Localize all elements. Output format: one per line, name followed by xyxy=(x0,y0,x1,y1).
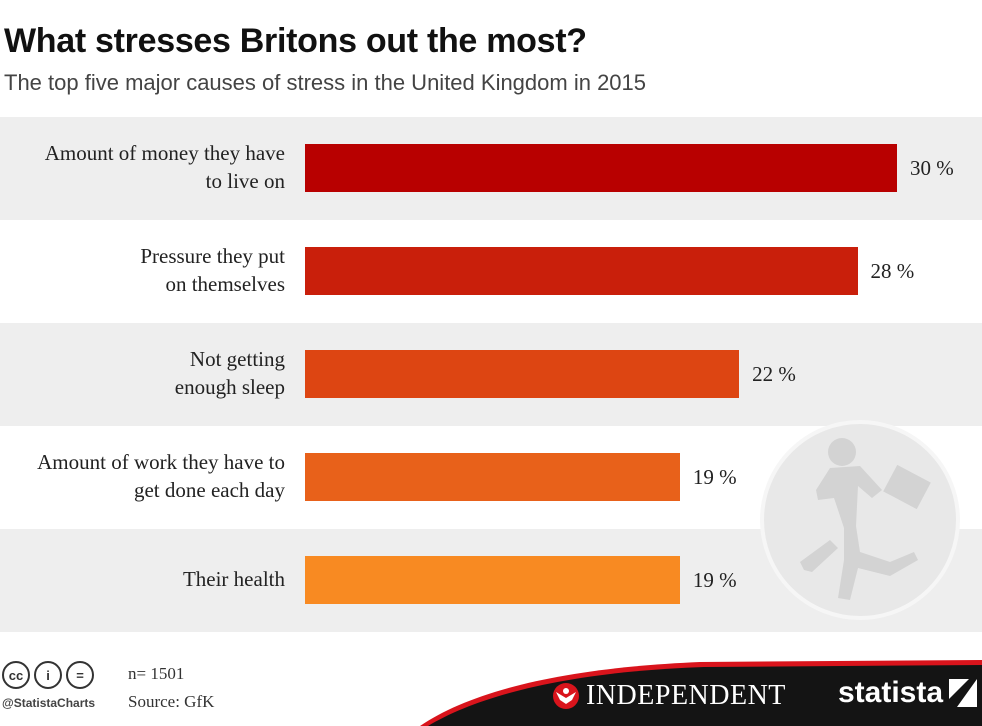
attribution-icon: i xyxy=(34,661,62,689)
statista-wordmark: statista xyxy=(838,676,944,709)
cc-icon: cc xyxy=(2,661,30,689)
statista-mark-icon xyxy=(949,679,978,707)
value-label: 19 % xyxy=(692,568,737,592)
sample-size: n= 1501 xyxy=(128,664,185,683)
bar xyxy=(305,453,680,501)
value-label: 30 % xyxy=(910,156,954,180)
category-label: Pressure they put on themselves xyxy=(140,243,285,296)
independent-logo: INDEPENDENT xyxy=(552,680,786,712)
category-label: Amount of work they have to get done eac… xyxy=(37,449,285,502)
value-label: 22 % xyxy=(752,362,796,386)
category-label: Not getting enough sleep xyxy=(174,346,285,399)
value-label: 19 % xyxy=(692,465,737,489)
statista-handle: @StatistaCharts xyxy=(2,696,96,710)
bar xyxy=(305,556,680,604)
bar xyxy=(305,350,740,398)
source-text: Source: GfK xyxy=(128,692,215,711)
bar xyxy=(305,144,897,192)
running-businessman-icon xyxy=(760,420,960,620)
category-label: Amount of money they have to live on xyxy=(44,140,285,193)
chart-subtitle: The top five major causes of stress in t… xyxy=(4,70,647,95)
independent-wordmark: INDEPENDENT xyxy=(586,680,786,711)
value-label: 28 % xyxy=(870,259,915,283)
category-label: Their health xyxy=(182,566,285,591)
footer-banner xyxy=(420,660,982,726)
bar-chart: Amount of money they have to live on 30 %… xyxy=(0,117,982,632)
bar xyxy=(305,247,858,295)
no-derivatives-icon: = xyxy=(66,661,94,689)
statista-logo: statista xyxy=(838,676,978,710)
eagle-icon xyxy=(553,683,579,709)
chart-title: What stresses Britons out the most? xyxy=(4,22,587,60)
license-icons: cc i = xyxy=(2,661,94,689)
